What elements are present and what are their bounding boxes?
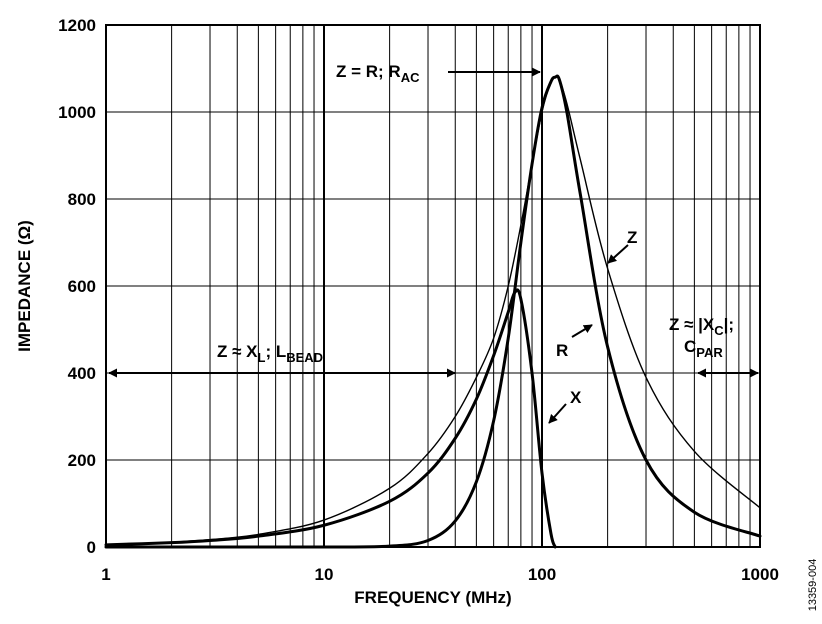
z-curve-arrow: [607, 244, 629, 264]
y-tick-label: 1000: [58, 103, 96, 122]
x-tick-label: 100: [528, 565, 556, 584]
y-axis-label: IMPEDANCE (Ω): [15, 220, 34, 352]
series-x-line: [104, 288, 557, 549]
y-tick-label: 400: [68, 364, 96, 383]
x-tick-label: 1: [101, 565, 110, 584]
plot-frame: [105, 24, 761, 548]
x-tick-label: 1000: [741, 565, 779, 584]
series-group: [104, 74, 762, 549]
series-r-line: [104, 74, 762, 549]
x-curve-arrow: [548, 403, 567, 424]
y-tick-label: 800: [68, 190, 96, 209]
r-curve-arrow: [571, 324, 593, 338]
x-axis-label: FREQUENCY (MHz): [354, 588, 511, 607]
series-z-line: [105, 75, 761, 546]
annotations: Z = R; RAC Z ≈ XL; LBEAD Z ≈ |XC|;CPAR Z R X: [108, 62, 759, 424]
y-tick-label: 1200: [58, 16, 96, 35]
peak-annotation: Z = R; RAC: [336, 62, 420, 85]
capacitive-annotation-line2: CPAR: [684, 337, 723, 360]
y-tick-label: 0: [87, 538, 96, 557]
capacitive-annotation-line1: Z ≈ |XC|;: [669, 315, 734, 338]
plot-border: [105, 24, 761, 548]
inductive-annotation: Z ≈ XL; LBEAD: [217, 342, 323, 365]
tick-labels: 0 200 400 600 800 1000 1200 1 10 100 1000: [58, 16, 779, 584]
x-tick-label: 10: [315, 565, 334, 584]
z-curve-label: Z: [627, 228, 637, 247]
y-tick-label: 200: [68, 451, 96, 470]
r-curve-label: R: [556, 341, 568, 360]
x-curve-label: X: [570, 388, 582, 407]
figure-id: 13359-004: [807, 559, 819, 612]
grid-lines: [106, 25, 760, 547]
y-tick-label: 600: [68, 277, 96, 296]
